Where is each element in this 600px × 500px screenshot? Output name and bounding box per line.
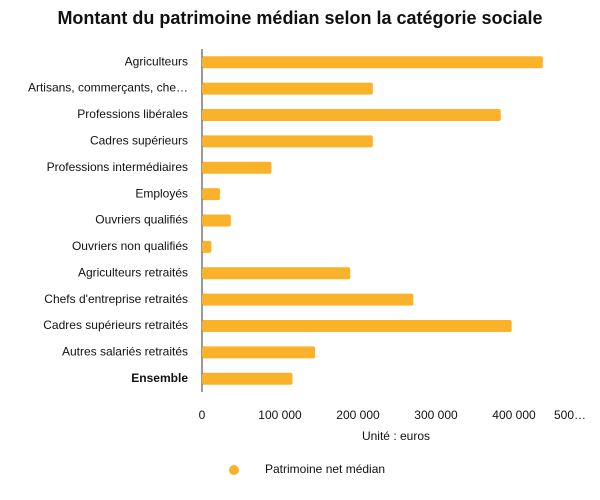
legend-marker [229, 465, 239, 475]
y-tick-label: Agriculteurs retraités [78, 265, 188, 279]
y-tick-label: Employés [135, 186, 188, 200]
y-tick-label: Cadres supérieurs retraités [43, 318, 188, 332]
bar [202, 240, 212, 253]
x-tick-label: 300 000 [414, 408, 458, 422]
y-tick-label: Professions libérales [77, 107, 188, 121]
y-tick-label: Autres salariés retraités [62, 345, 188, 359]
y-tick-label: Artisans, commerçants, che… [28, 81, 188, 95]
x-axis-label: Unité : euros [362, 429, 430, 443]
bar [202, 188, 220, 201]
bar [202, 346, 316, 359]
bar [202, 214, 231, 227]
bar [202, 372, 293, 385]
x-tick-label: 100 000 [258, 408, 302, 422]
chart-title: Montant du patrimoine médian selon la ca… [57, 8, 542, 28]
y-tick-label: Ouvriers non qualifiés [72, 239, 188, 253]
y-tick-label: Ouvriers qualifiés [95, 213, 188, 227]
bar [202, 320, 512, 333]
bar [202, 135, 373, 148]
bar [202, 56, 543, 69]
y-tick-label: Ensemble [131, 371, 188, 385]
bar [202, 108, 501, 121]
bar [202, 267, 351, 280]
x-tick-label: 500… [554, 408, 586, 422]
y-tick-label: Chefs d'entreprise retraités [44, 292, 188, 306]
y-tick-label: Agriculteurs [125, 54, 188, 68]
x-tick-label: 0 [199, 408, 206, 422]
bar [202, 82, 373, 95]
x-tick-label: 400 000 [492, 408, 536, 422]
y-tick-label: Professions intermédiaires [47, 160, 188, 174]
legend-label: Patrimoine net médian [265, 462, 385, 476]
y-tick-label: Cadres supérieurs [90, 134, 188, 148]
bar [202, 161, 272, 174]
x-tick-label: 200 000 [336, 408, 380, 422]
bar [202, 293, 414, 306]
